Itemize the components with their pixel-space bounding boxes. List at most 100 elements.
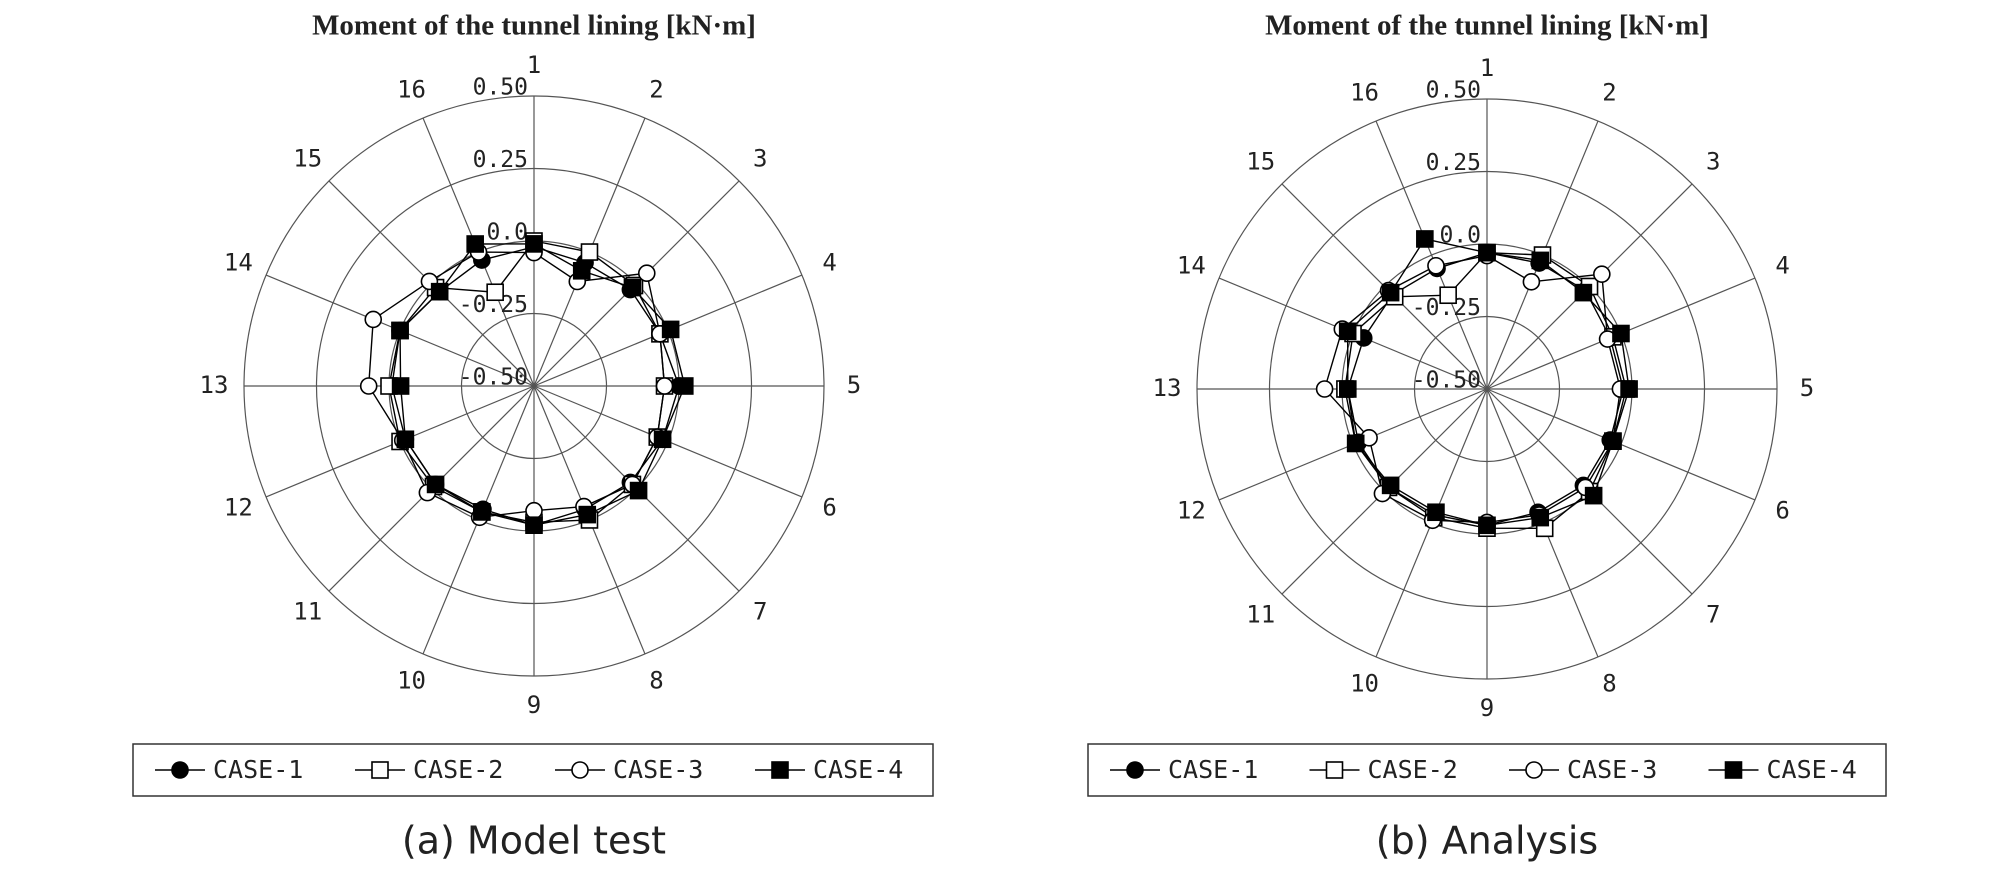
marker (1416, 230, 1434, 248)
radar-chart: Moment of the tunnel lining [kN·m]123456… (1087, 10, 1887, 863)
marker (655, 377, 674, 395)
marker (629, 481, 648, 500)
category-label: 5 (847, 371, 861, 399)
category-label: 12 (1177, 496, 1206, 524)
marker (364, 310, 383, 329)
marker (572, 261, 591, 280)
marker (525, 501, 543, 520)
marker (1315, 380, 1334, 398)
legend-label: CASE-4 (813, 755, 903, 784)
marker (1574, 283, 1593, 302)
marker (371, 761, 389, 779)
marker (1427, 256, 1445, 275)
legend-label: CASE-4 (1767, 755, 1857, 784)
marker (1126, 761, 1144, 779)
category-label: 10 (397, 667, 426, 695)
category-label: 6 (1775, 496, 1789, 524)
legend-label: CASE-3 (613, 755, 703, 784)
radar-chart: Moment of the tunnel lining [kN·m]123456… (132, 10, 934, 863)
category-label: 2 (1602, 78, 1616, 106)
r-tick-label: 0.50 (473, 75, 528, 101)
marker (391, 377, 410, 395)
legend-label: CASE-1 (1168, 755, 1258, 784)
marker (1584, 486, 1603, 505)
marker (1593, 265, 1611, 283)
marker (1604, 432, 1622, 450)
marker (1381, 476, 1400, 495)
category-label: 11 (1246, 600, 1275, 628)
marker (637, 264, 656, 283)
category-label: 3 (1706, 148, 1720, 176)
category-label: 3 (753, 145, 767, 173)
r-tick-label: 0.25 (1426, 150, 1481, 176)
category-label: 13 (200, 371, 229, 399)
category-label: 9 (527, 691, 541, 719)
marker (396, 430, 415, 449)
chart-title: Moment of the tunnel lining [kN·m] (312, 10, 756, 42)
legend-label: CASE-1 (213, 755, 303, 784)
caption: (b) Analysis (1376, 819, 1598, 863)
category-label: 8 (1602, 670, 1616, 698)
category-label: 14 (1177, 252, 1206, 280)
marker (661, 320, 680, 339)
marker (1346, 434, 1365, 453)
category-label: 15 (1246, 148, 1275, 176)
marker (1531, 508, 1550, 527)
marker (486, 283, 504, 302)
marker (359, 377, 378, 395)
category-label: 12 (224, 493, 253, 521)
marker (473, 503, 491, 521)
category-label: 15 (293, 145, 322, 173)
marker (1478, 243, 1496, 262)
category-label: 7 (753, 597, 767, 625)
marker (1339, 380, 1357, 398)
category-label: 4 (1775, 252, 1789, 280)
marker (675, 377, 694, 395)
marker (1522, 273, 1541, 291)
category-label: 16 (1350, 78, 1379, 106)
category-label: 16 (397, 75, 426, 103)
category-label: 10 (1350, 670, 1379, 698)
marker (1338, 322, 1357, 341)
marker (1525, 761, 1543, 779)
marker (171, 761, 189, 779)
legend-label: CASE-3 (1567, 755, 1657, 784)
category-label: 1 (1480, 54, 1494, 82)
marker (525, 235, 543, 253)
category-label: 2 (649, 75, 663, 103)
marker (571, 761, 589, 779)
spoke (1375, 120, 1488, 390)
marker (1531, 251, 1550, 270)
marker (1439, 286, 1457, 305)
category-label: 14 (224, 249, 253, 277)
marker (391, 321, 409, 340)
r-tick-label: -0.50 (1412, 368, 1481, 394)
marker (525, 516, 543, 535)
marker (771, 761, 789, 779)
marker (466, 235, 484, 253)
marker (653, 430, 672, 449)
category-label: 8 (649, 667, 663, 695)
marker (1620, 380, 1638, 398)
category-label: 13 (1153, 374, 1182, 402)
category-label: 5 (1800, 374, 1814, 402)
legend-label: CASE-2 (413, 755, 503, 784)
caption: (a) Model test (402, 819, 666, 863)
r-tick-label: 0.0 (486, 220, 528, 246)
marker (1427, 503, 1445, 522)
r-tick-label: 0.50 (1426, 78, 1481, 104)
marker (426, 475, 445, 494)
category-label: 11 (293, 597, 322, 625)
marker (580, 243, 599, 261)
category-label: 4 (822, 249, 836, 277)
category-label: 1 (527, 51, 541, 79)
r-tick-label: 0.0 (1439, 223, 1481, 249)
marker (623, 278, 642, 297)
chart-title: Moment of the tunnel lining [kN·m] (1265, 10, 1709, 42)
marker (578, 505, 597, 524)
category-label: 7 (1706, 600, 1720, 628)
marker (1612, 324, 1630, 343)
marker (1724, 761, 1743, 779)
marker (430, 282, 449, 301)
legend-label: CASE-2 (1368, 755, 1458, 784)
